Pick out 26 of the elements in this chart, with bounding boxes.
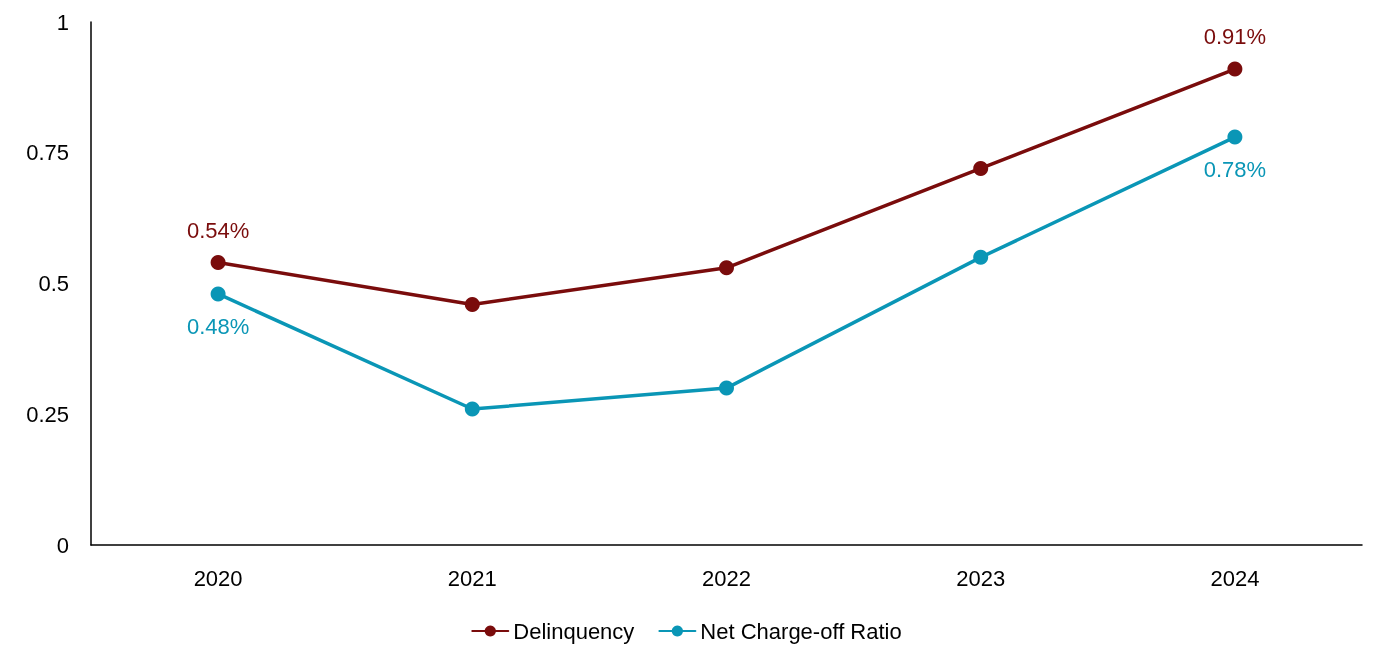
- data-label: 0.78%: [1203, 157, 1267, 183]
- y-tick-label: 0.5: [38, 271, 69, 296]
- point: [464, 296, 480, 312]
- y-tick-label: 0.75: [26, 140, 69, 166]
- data-label: 0.54%: [186, 217, 250, 243]
- legend-label: Net Charge-off Ratio: [700, 618, 902, 644]
- point: [1227, 129, 1243, 145]
- x-tick-label: 2023: [956, 565, 1006, 591]
- y-tick-label: 0: [56, 532, 69, 558]
- data-label: 0.48%: [186, 313, 250, 339]
- point: [719, 260, 734, 276]
- point: [973, 160, 989, 176]
- point: [210, 255, 226, 271]
- x-tick-label: 2024: [1210, 565, 1260, 591]
- point: [210, 286, 226, 302]
- y-tick-label: 1: [56, 9, 69, 35]
- point: [973, 249, 989, 265]
- x-tick-label: 2021: [447, 565, 497, 591]
- legend-label: Delinquency: [513, 618, 635, 644]
- data-label: 0.91%: [1203, 24, 1267, 50]
- y-tick-label: 0.25: [26, 401, 69, 427]
- point: [1227, 61, 1243, 77]
- point: [464, 401, 480, 417]
- point: [719, 380, 734, 396]
- x-tick-label: 2022: [702, 565, 751, 591]
- x-tick-label: 2020: [193, 565, 243, 591]
